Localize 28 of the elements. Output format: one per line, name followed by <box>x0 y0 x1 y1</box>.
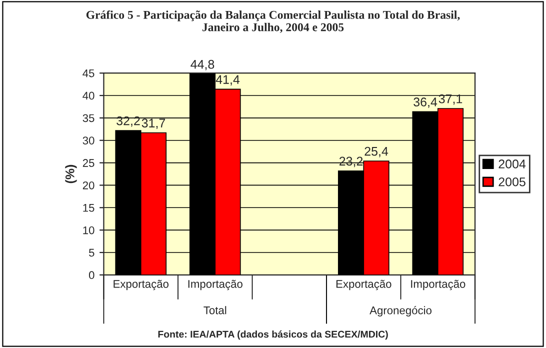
y-tick-label: 35 <box>82 114 94 122</box>
y-tick-label: 20 <box>82 181 94 190</box>
data-label: 25,4 <box>364 146 388 158</box>
text: Agronegócio <box>370 306 432 316</box>
x-tick-label: Importação <box>188 280 242 290</box>
y-tick-label: 15 <box>83 204 94 212</box>
y-tick-label: 40 <box>82 92 94 100</box>
data-label: 32,2 <box>116 116 140 127</box>
chart-title: Gráfico 5 - Participação da Balança Comercial Paulista no Total do Brasil, Janeiro a Julho, 2004 e 2005 <box>86 10 460 33</box>
x-tick-label: Importação <box>411 280 466 290</box>
y-tick-label: 25 <box>82 159 94 167</box>
x-tick-label: Exportação <box>114 280 169 290</box>
x-tick-label: Exportação <box>336 280 392 290</box>
data-label: 31,7 <box>142 118 166 129</box>
legend-label: 2005 <box>498 177 526 186</box>
y-tick-label: 30 <box>82 136 94 144</box>
data-label: 36,4 <box>414 98 438 108</box>
y-tick-label: 45 <box>82 69 94 78</box>
y-tick-label: 0 <box>88 271 94 280</box>
source-note: Fonte: IEA/APTA (dados básicos da SECEX/MDIC) <box>158 330 388 340</box>
data-label: 44,8 <box>190 60 214 70</box>
y-tick-label: 5 <box>88 248 94 257</box>
data-label: 41,4 <box>216 75 240 86</box>
text: Total <box>204 306 226 314</box>
data-label: 37,1 <box>438 94 462 105</box>
y-axis-title: (%) <box>65 164 77 184</box>
y-tick-label: 10 <box>83 226 94 234</box>
legend-label: 2004 <box>498 160 526 168</box>
